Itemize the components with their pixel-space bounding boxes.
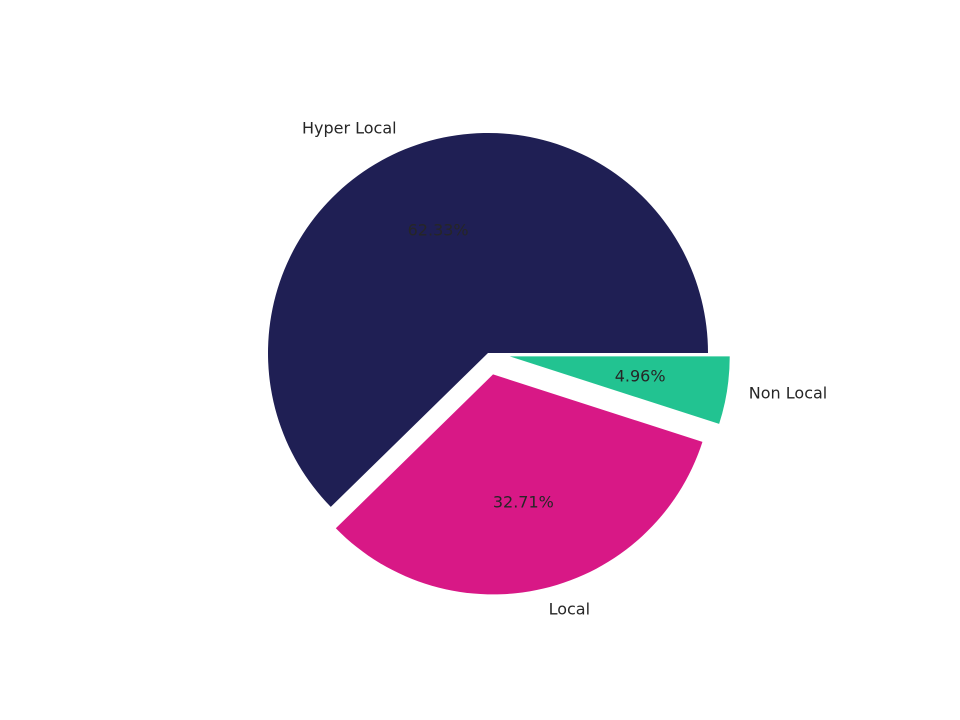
labels-layer: Hyper Local 62.33% Local 32.71% Non Local 4.9… bbox=[302, 118, 827, 618]
slices-layer bbox=[267, 132, 730, 595]
pct-label-local: 32.71% bbox=[493, 492, 554, 511]
pie-slice-local bbox=[335, 374, 703, 595]
slice-label-hyper-local: Hyper Local bbox=[302, 118, 397, 137]
slice-label-non-local: Non Local bbox=[749, 383, 827, 402]
pct-label-hyper-local: 62.33% bbox=[408, 220, 469, 239]
pie-slice-hyper-local bbox=[267, 132, 708, 507]
pie-slice-non-local bbox=[509, 356, 730, 424]
slice-label-local: Local bbox=[549, 599, 590, 618]
pct-label-non-local: 4.96% bbox=[615, 366, 666, 385]
